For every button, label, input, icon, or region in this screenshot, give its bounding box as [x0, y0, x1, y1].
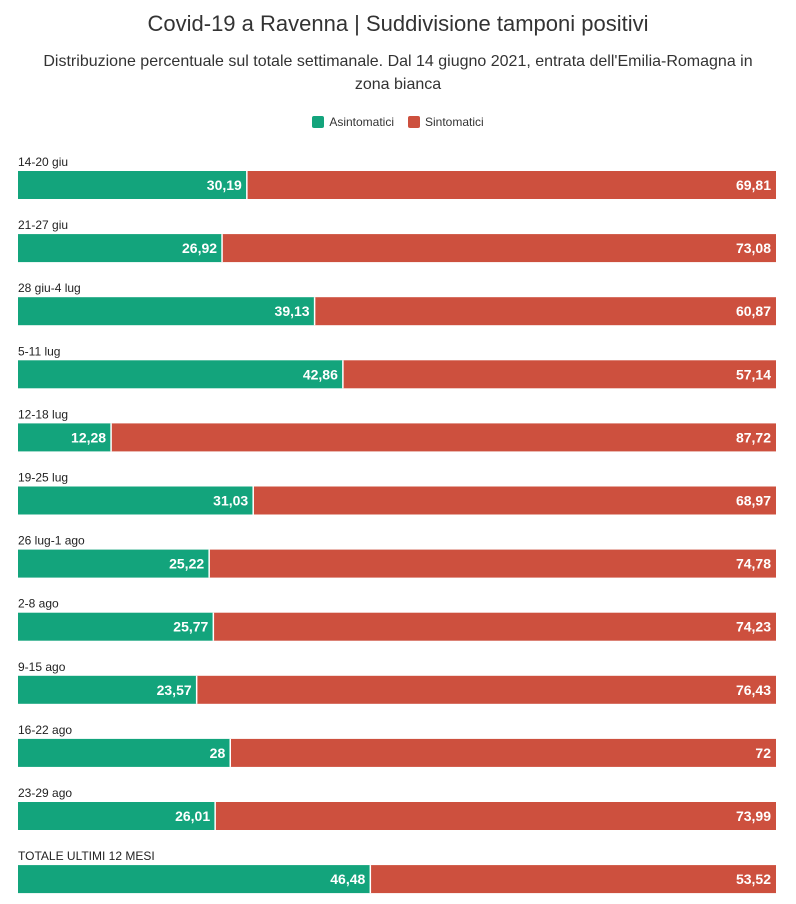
bar-asintomatici-row-11[interactable] [18, 802, 216, 830]
value-label-sintomatici-row-6: 68,97 [736, 493, 771, 509]
value-label-asintomatici-row-10: 28 [210, 745, 226, 761]
value-label-sintomatici-row-11: 73,99 [736, 808, 771, 824]
bar-sintomatici-row-5[interactable] [111, 423, 776, 452]
value-label-asintomatici-row-5: 12,28 [71, 429, 106, 445]
bar-sintomatici-row-2[interactable] [222, 234, 777, 263]
bar-sintomatici-row-1[interactable] [246, 171, 776, 199]
value-label-asintomatici-row-9: 23,57 [157, 682, 192, 698]
bar-sintomatici-row-11[interactable] [215, 802, 776, 830]
bar-asintomatici-row-5[interactable] [18, 423, 112, 452]
category-label-row-10: 16-22 ago [18, 723, 72, 737]
legend-label-asintomatici: Asintomatici [329, 115, 394, 129]
bar-sintomatici-row-4[interactable] [342, 360, 776, 389]
value-label-sintomatici-row-1: 69,81 [736, 177, 771, 193]
bar-sintomatici-row-10[interactable] [230, 738, 777, 767]
value-label-asintomatici-row-6: 31,03 [213, 493, 248, 509]
value-label-sintomatici-row-4: 57,14 [736, 366, 771, 382]
legend-item-asintomatici[interactable]: Asintomatici [312, 115, 394, 129]
category-label-row-5: 12-18 lug [18, 407, 68, 421]
value-label-asintomatici-row-7: 25,22 [169, 556, 204, 572]
bar-sintomatici-row-3[interactable] [314, 297, 776, 326]
value-label-sintomatici-row-2: 73,08 [736, 240, 771, 256]
value-label-asintomatici-row-4: 42,86 [303, 366, 338, 382]
legend-item-sintomatici[interactable]: Sintomatici [408, 115, 484, 129]
value-label-sintomatici-row-12: 53,52 [736, 871, 771, 887]
value-label-sintomatici-row-8: 74,23 [736, 619, 771, 635]
category-label-row-4: 5-11 lug [18, 344, 60, 358]
chart-legend: Asintomatici Sintomatici [0, 115, 796, 129]
chart-subtitle: Distribuzione percentuale sul totale set… [43, 53, 753, 93]
bar-asintomatici-row-9[interactable] [18, 675, 197, 704]
category-label-row-8: 2-8 ago [18, 597, 59, 611]
category-label-row-12: TOTALE ULTIMI 12 MESI [18, 849, 155, 863]
bar-asintomatici-row-4[interactable] [18, 360, 343, 389]
category-label-row-11: 23-29 ago [18, 786, 72, 800]
bar-asintomatici-row-12[interactable] [18, 865, 371, 894]
bar-asintomatici-row-6[interactable] [18, 486, 254, 515]
value-label-sintomatici-row-7: 74,78 [736, 556, 771, 572]
value-label-sintomatici-row-10: 72 [755, 745, 771, 761]
value-label-asintomatici-row-8: 25,77 [173, 619, 208, 635]
bar-asintomatici-row-1[interactable] [18, 171, 247, 199]
value-label-asintomatici-row-12: 46,48 [330, 871, 365, 887]
bar-sintomatici-row-9[interactable] [196, 675, 777, 704]
value-label-asintomatici-row-11: 26,01 [175, 808, 210, 824]
value-label-sintomatici-row-5: 87,72 [736, 429, 771, 445]
legend-swatch-asintomatici [312, 116, 325, 128]
category-label-row-2: 21-27 giu [18, 218, 68, 232]
value-label-sintomatici-row-9: 76,43 [736, 682, 771, 698]
bar-asintomatici-row-7[interactable] [18, 549, 210, 578]
category-label-row-9: 9-15 ago [18, 660, 66, 674]
bar-sintomatici-row-8[interactable] [213, 612, 776, 641]
value-label-asintomatici-row-3: 39,13 [275, 303, 310, 319]
category-label-row-6: 19-25 lug [18, 471, 68, 485]
bar-asintomatici-row-3[interactable] [18, 297, 315, 326]
legend-label-sintomatici: Sintomatici [425, 115, 484, 129]
category-label-row-1: 14-20 giu [18, 155, 68, 169]
value-label-asintomatici-row-2: 26,92 [182, 240, 217, 256]
bar-sintomatici-row-12[interactable] [370, 865, 776, 894]
value-label-asintomatici-row-1: 30,19 [207, 177, 242, 193]
bar-sintomatici-row-6[interactable] [253, 486, 776, 515]
bar-asintomatici-row-10[interactable] [18, 738, 231, 767]
bar-asintomatici-row-2[interactable] [18, 234, 223, 263]
category-label-row-3: 28 giu-4 lug [18, 281, 81, 295]
value-label-sintomatici-row-3: 60,87 [736, 303, 771, 319]
legend-swatch-sintomatici [408, 116, 420, 128]
bar-asintomatici-row-8[interactable] [18, 612, 214, 641]
category-label-row-7: 26 lug-1 ago [18, 534, 85, 548]
chart-title: Covid-19 a Ravenna | Suddivisione tampon… [147, 11, 649, 36]
bar-sintomatici-row-7[interactable] [209, 549, 776, 578]
